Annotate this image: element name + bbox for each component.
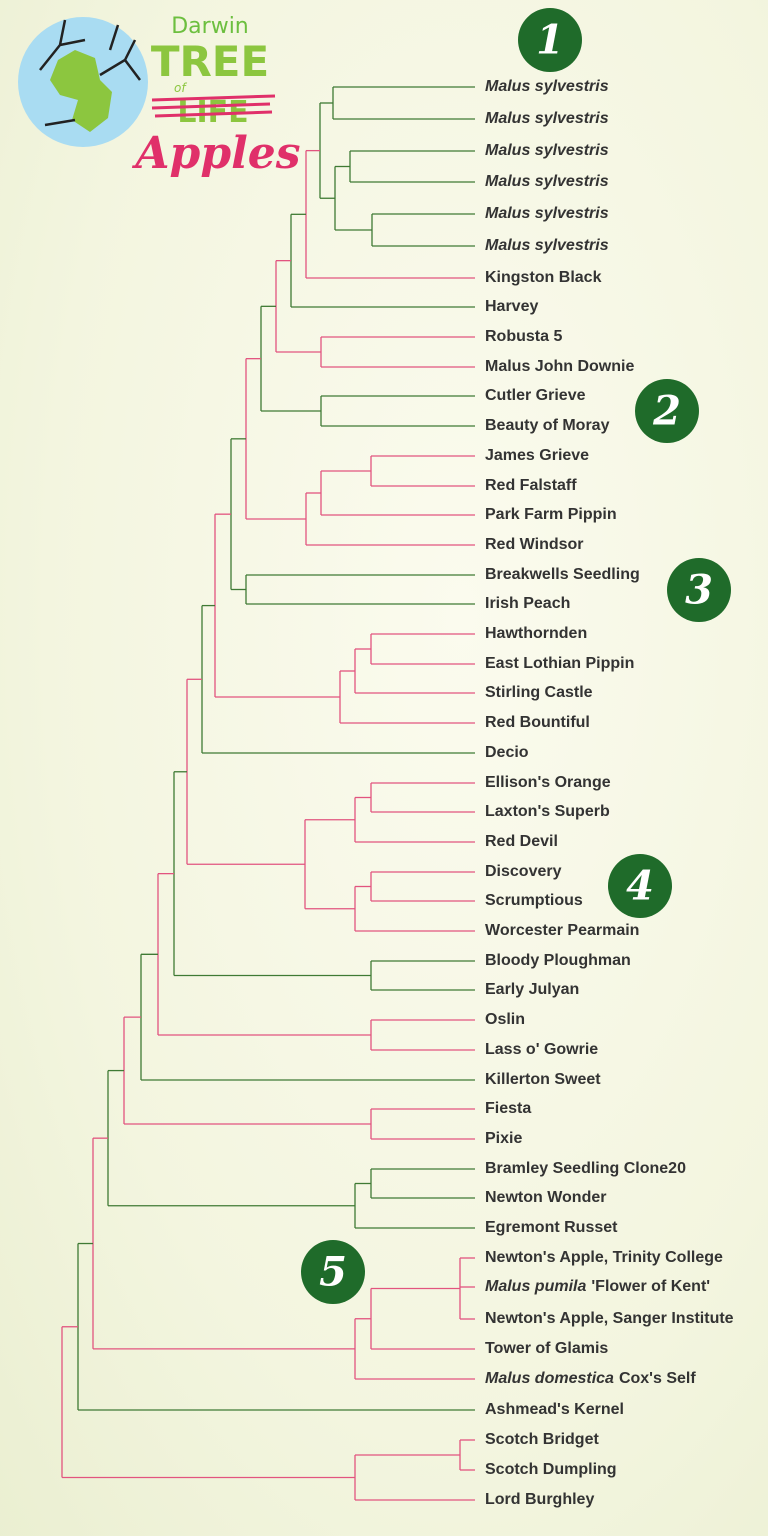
leaf-label: Park Farm Pippin [485, 506, 617, 523]
leaf-label: Harvey [485, 298, 538, 315]
leaf-label: Red Windsor [485, 536, 584, 553]
leaf-label: Hawthornden [485, 625, 587, 642]
species: Malus pumila [485, 1278, 586, 1295]
leaf-label: Lord Burghley [485, 1491, 594, 1508]
badge [518, 8, 582, 72]
leaf-label: Bloody Ploughman [485, 952, 631, 969]
leaf-label: Irish Peach [485, 595, 570, 612]
logo-strike [151, 94, 276, 118]
leaf-label: Killerton Sweet [485, 1071, 601, 1088]
leaf-label: Scrumptious [485, 892, 583, 909]
logo-apples: Apples [131, 128, 300, 179]
leaf-label: Malus sylvestris [485, 173, 609, 190]
leaf-label: Oslin [485, 1011, 525, 1028]
leaf-label: Early Julyan [485, 981, 579, 998]
logo-map [50, 50, 112, 132]
leaf-label: Laxton's Superb [485, 803, 610, 820]
leaf-label: Newton Wonder [485, 1189, 606, 1206]
leaf-label: Red Devil [485, 833, 558, 850]
leaf-label: Decio [485, 744, 529, 761]
species: Malus domestica [485, 1370, 614, 1387]
badge-number: 1 [536, 17, 564, 64]
badge [301, 1240, 365, 1304]
leaf-label: Ellison's Orange [485, 774, 611, 791]
leaf-label: Breakwells Seedling [485, 566, 640, 583]
badge-number: 3 [685, 567, 713, 614]
leaf-label: East Lothian Pippin [485, 655, 634, 672]
leaf-label: Malus domestica Cox's Self [485, 1370, 696, 1387]
leaf-label: Scotch Dumpling [485, 1461, 617, 1478]
leaf-label: Robusta 5 [485, 328, 562, 345]
leaf-label: Discovery [485, 863, 562, 880]
leaf-label: Pixie [485, 1130, 522, 1147]
leaf-label: Red Bountiful [485, 714, 590, 731]
leaf-label: Malus pumila 'Flower of Kent' [485, 1278, 710, 1295]
leaf-label: Fiesta [485, 1100, 531, 1117]
leaf-label: Red Falstaff [485, 477, 577, 494]
badges: 1 2 3 4 5 [301, 8, 731, 1304]
leaf-label: Egremont Russet [485, 1219, 618, 1236]
leaf-label: Newton's Apple, Trinity College [485, 1249, 723, 1266]
logo-branches [39, 19, 141, 127]
badge-number: 2 [652, 388, 681, 435]
leaf-label: Stirling Castle [485, 684, 593, 701]
leaf-label: Lass o' Gowrie [485, 1041, 598, 1058]
leaf-label: Tower of Glamis [485, 1340, 608, 1357]
leaf-label: Kingston Black [485, 269, 602, 286]
badge [667, 558, 731, 622]
leaf-label: Malus sylvestris [485, 110, 609, 127]
leaf-label: Malus John Downie [485, 358, 634, 375]
tree [61, 86, 475, 1501]
leaf-label: Scotch Bridget [485, 1431, 599, 1448]
leaf-label: Malus sylvestris [485, 205, 609, 222]
leaf-label: Malus sylvestris [485, 142, 609, 159]
logo-tree: TREE [151, 37, 269, 86]
badge-number: 5 [319, 1249, 347, 1296]
badge [608, 854, 672, 918]
leaf-label: Bramley Seedling Clone20 [485, 1160, 686, 1177]
leaf-label: Beauty of Moray [485, 417, 610, 434]
badge [635, 379, 699, 443]
leaf-label: James Grieve [485, 447, 589, 464]
leaf-label: Malus sylvestris [485, 78, 609, 95]
leaf-label: Worcester Pearmain [485, 922, 639, 939]
logo: Darwin TREE of LIFE Apples [18, 14, 301, 179]
logo-of: of [174, 81, 187, 95]
leaf-label: Cutler Grieve [485, 387, 586, 404]
badge-number: 4 [626, 863, 654, 910]
leaf-label: Newton's Apple, Sanger Institute [485, 1310, 734, 1327]
cultivar: Cox's Self [619, 1370, 696, 1387]
cultivar: 'Flower of Kent' [591, 1278, 710, 1295]
leaf-labels: Malus sylvestris Malus sylvestris Malus sy… [485, 78, 734, 1508]
logo-darwin: Darwin [171, 14, 249, 39]
leaf-label: Ashmead's Kernel [485, 1401, 624, 1418]
leaf-label: Malus sylvestris [485, 237, 609, 254]
